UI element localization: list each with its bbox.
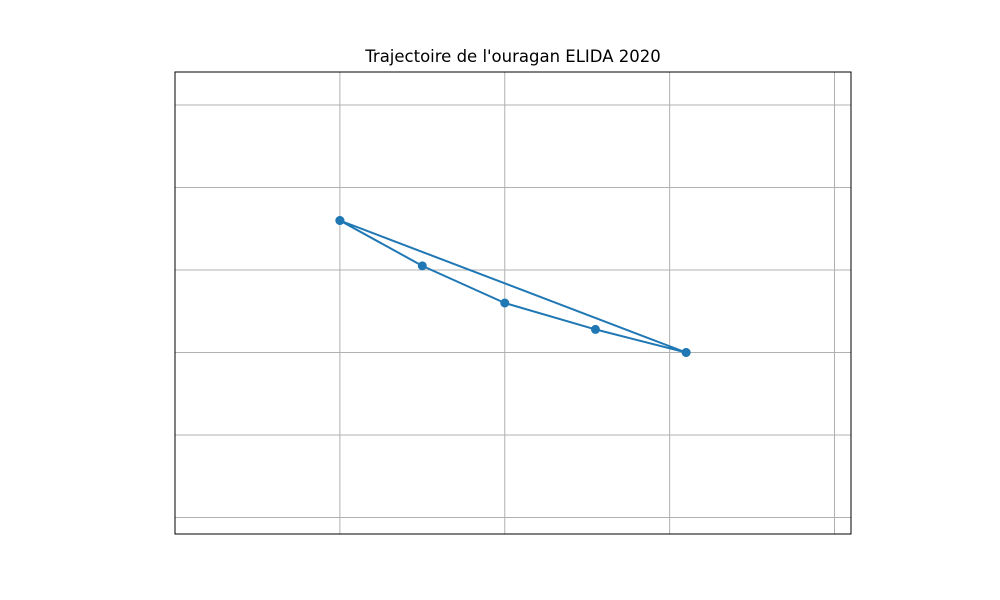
trajectory-point-6 xyxy=(681,348,691,357)
plot-area-background xyxy=(175,72,851,534)
trajectory-point-3 xyxy=(590,324,600,334)
grid-layer xyxy=(175,72,851,534)
series-layer xyxy=(335,216,691,357)
trajectory-point-2 xyxy=(500,298,510,308)
trajectory-point-5 xyxy=(335,216,345,225)
trajectory-point-1 xyxy=(417,261,427,271)
chart-title: Trajectoire de l'ouragan ELIDA 2020 xyxy=(365,47,661,66)
plot-area-frame xyxy=(174,71,852,535)
